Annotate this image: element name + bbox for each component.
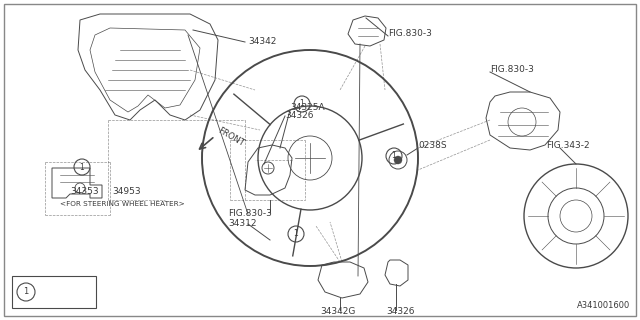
Text: 0238S: 0238S (418, 141, 447, 150)
Text: 34342: 34342 (248, 37, 276, 46)
Text: FIG.830-3: FIG.830-3 (490, 66, 534, 75)
Text: FIG.830-3: FIG.830-3 (388, 29, 432, 38)
Circle shape (394, 156, 402, 164)
Text: 1: 1 (294, 229, 298, 238)
Text: 1: 1 (24, 287, 29, 297)
Text: <FOR STEERING WHEEL HEATER>: <FOR STEERING WHEEL HEATER> (60, 201, 185, 207)
Text: 1: 1 (79, 163, 84, 172)
Text: 34326: 34326 (285, 111, 314, 121)
Text: 34353: 34353 (70, 188, 99, 196)
Text: 1: 1 (392, 151, 396, 161)
Text: 34312: 34312 (228, 220, 257, 228)
Text: 34342G: 34342G (320, 308, 355, 316)
Text: 1: 1 (300, 100, 305, 108)
Text: 34325A: 34325A (290, 103, 324, 113)
Text: FIG.830-3: FIG.830-3 (228, 210, 272, 219)
Text: 34326: 34326 (386, 308, 415, 316)
Text: 34953: 34953 (112, 188, 141, 196)
FancyBboxPatch shape (12, 276, 96, 308)
Text: FRONT: FRONT (216, 126, 245, 148)
Text: FIG.343-2: FIG.343-2 (546, 141, 589, 150)
Text: 34382: 34382 (50, 287, 83, 297)
Text: A341001600: A341001600 (577, 301, 630, 310)
